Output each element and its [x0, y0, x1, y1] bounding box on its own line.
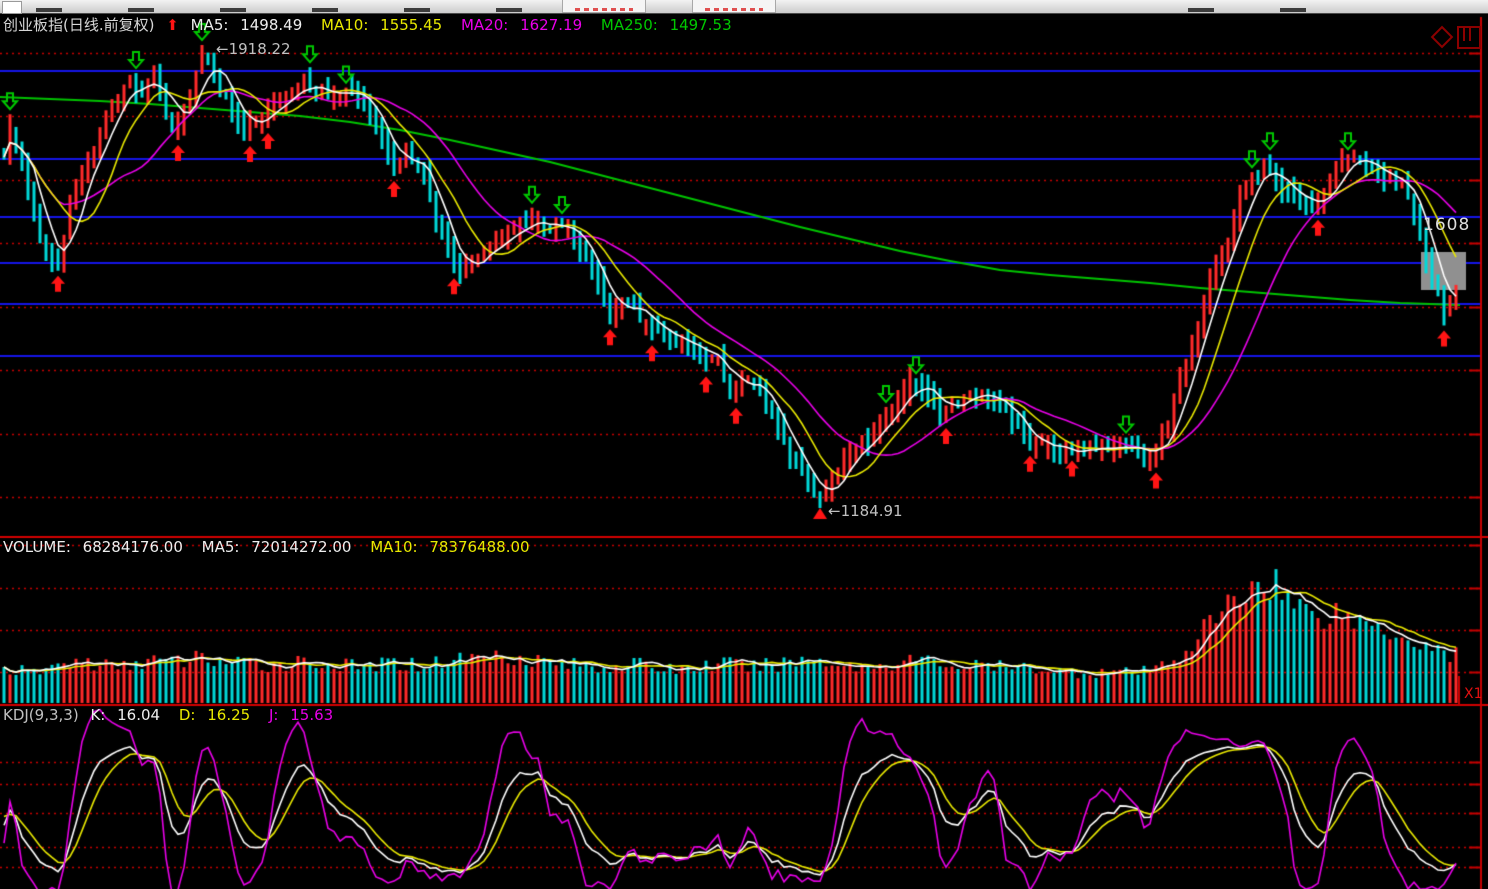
volume-header: VOLUME: 68284176.00 MA5: 72014272.00 MA1… — [3, 539, 544, 556]
quote-value-clipped — [705, 8, 763, 11]
quote-box-1[interactable] — [562, 0, 646, 13]
ma10-value: 1555.45 — [380, 16, 443, 34]
kdj-k-label: K: — [90, 706, 106, 724]
vol-ma10-label: MA10: — [370, 538, 418, 556]
kdj-j-value: 15.63 — [290, 706, 334, 724]
ma5-value: 1498.49 — [240, 16, 303, 34]
menu-items-clipped[interactable] — [36, 8, 556, 12]
kdj-j-label: J: — [269, 706, 279, 724]
vol-ma5-value: 72014272.00 — [251, 538, 352, 556]
volume-value: 68284176.00 — [82, 538, 183, 556]
kdj-d-value: 16.25 — [207, 706, 251, 724]
kdj-header: KDJ(9,3,3) K: 16.04 D: 16.25 J: 15.63 — [3, 707, 347, 724]
volume-scale-label: X1 — [1464, 686, 1483, 702]
trend-up-arrow-icon: ⬆ — [166, 16, 179, 34]
menu-right-text-clipped — [1188, 8, 1318, 12]
ma5-label: MA5: — [190, 16, 229, 34]
axis-last-price-label: 1608 — [1423, 215, 1471, 235]
window-control-icon[interactable] — [2, 1, 22, 14]
ma250-value: 1497.53 — [669, 16, 732, 34]
ma250-label: MA250: — [600, 16, 658, 34]
kdj-d-label: D: — [178, 706, 196, 724]
kdj-k-value: 16.04 — [117, 706, 161, 724]
grid-window-icon[interactable] — [1457, 26, 1481, 49]
kdj-title: KDJ(9,3,3) — [3, 706, 79, 724]
menu-bar[interactable] — [0, 0, 1488, 14]
high-price-annotation: ←1918.22 — [216, 40, 291, 58]
ma20-value: 1627.19 — [520, 16, 583, 34]
ma10-label: MA10: — [321, 16, 369, 34]
vol-ma5-label: MA5: — [201, 538, 240, 556]
quote-box-2[interactable] — [692, 0, 776, 13]
instrument-title: 创业板指(日线.前复权) — [3, 16, 155, 34]
volume-label: VOLUME: — [3, 538, 71, 556]
low-price-annotation: ←1184.91 — [828, 502, 903, 520]
vol-ma10-value: 78376488.00 — [429, 538, 530, 556]
quote-value-clipped — [575, 8, 633, 11]
main-chart-header: 创业板指(日线.前复权) ⬆ MA5: 1498.49 MA10: 1555.4… — [3, 17, 746, 34]
ma20-label: MA20: — [460, 16, 509, 34]
